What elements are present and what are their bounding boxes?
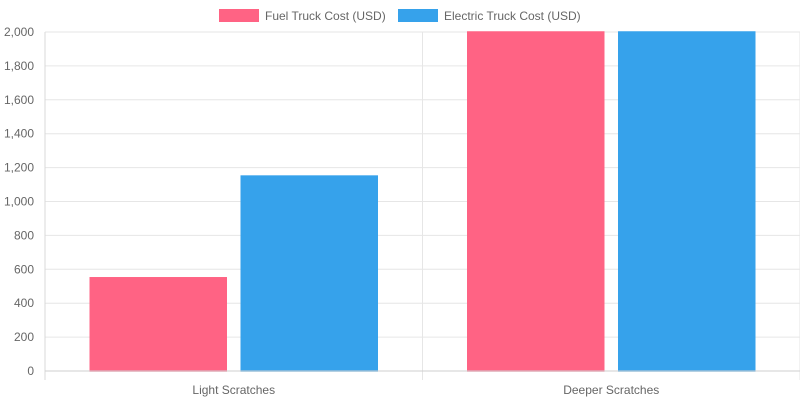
bar-fuel-light-scratches[interactable] xyxy=(89,277,227,372)
y-tick-label: 2,000 xyxy=(4,25,34,39)
y-axis-ticks: 0 200 400 600 800 1,000 1,200 1,400 1,600 1,800 2,… xyxy=(4,25,34,378)
y-tick-label: 200 xyxy=(14,330,34,344)
legend-label-fuel-truck-cost: Fuel Truck Cost (USD) xyxy=(265,9,386,23)
y-tick-label: 400 xyxy=(14,296,34,310)
y-tick-label: 800 xyxy=(14,228,34,242)
legend-item-electric-truck-cost[interactable]: Electric Truck Cost (USD) xyxy=(398,9,581,23)
x-tick-label: Deeper Scratches xyxy=(563,383,659,397)
y-tick-label: 1,200 xyxy=(4,161,34,175)
legend: Fuel Truck Cost (USD) Electric Truck Cos… xyxy=(219,9,581,23)
y-tick-label: 1,000 xyxy=(4,195,34,209)
y-tick-label: 1,400 xyxy=(4,127,34,141)
y-tick-label: 1,800 xyxy=(4,59,34,73)
bar-electric-deeper-scratches[interactable] xyxy=(618,31,756,372)
x-tick-label: Light Scratches xyxy=(192,383,275,397)
bars xyxy=(89,31,756,372)
legend-swatch-fuel-truck-cost xyxy=(219,9,259,22)
bar-electric-light-scratches[interactable] xyxy=(240,175,378,372)
y-tick-label: 1,600 xyxy=(4,93,34,107)
x-axis: Light Scratches Deeper Scratches xyxy=(45,370,800,397)
legend-label-electric-truck-cost: Electric Truck Cost (USD) xyxy=(444,9,581,23)
y-tick-label: 0 xyxy=(27,364,34,378)
legend-swatch-electric-truck-cost xyxy=(398,9,438,22)
legend-item-fuel-truck-cost[interactable]: Fuel Truck Cost (USD) xyxy=(219,9,386,23)
y-tick-label: 600 xyxy=(14,262,34,276)
bar-fuel-deeper-scratches[interactable] xyxy=(467,31,605,372)
